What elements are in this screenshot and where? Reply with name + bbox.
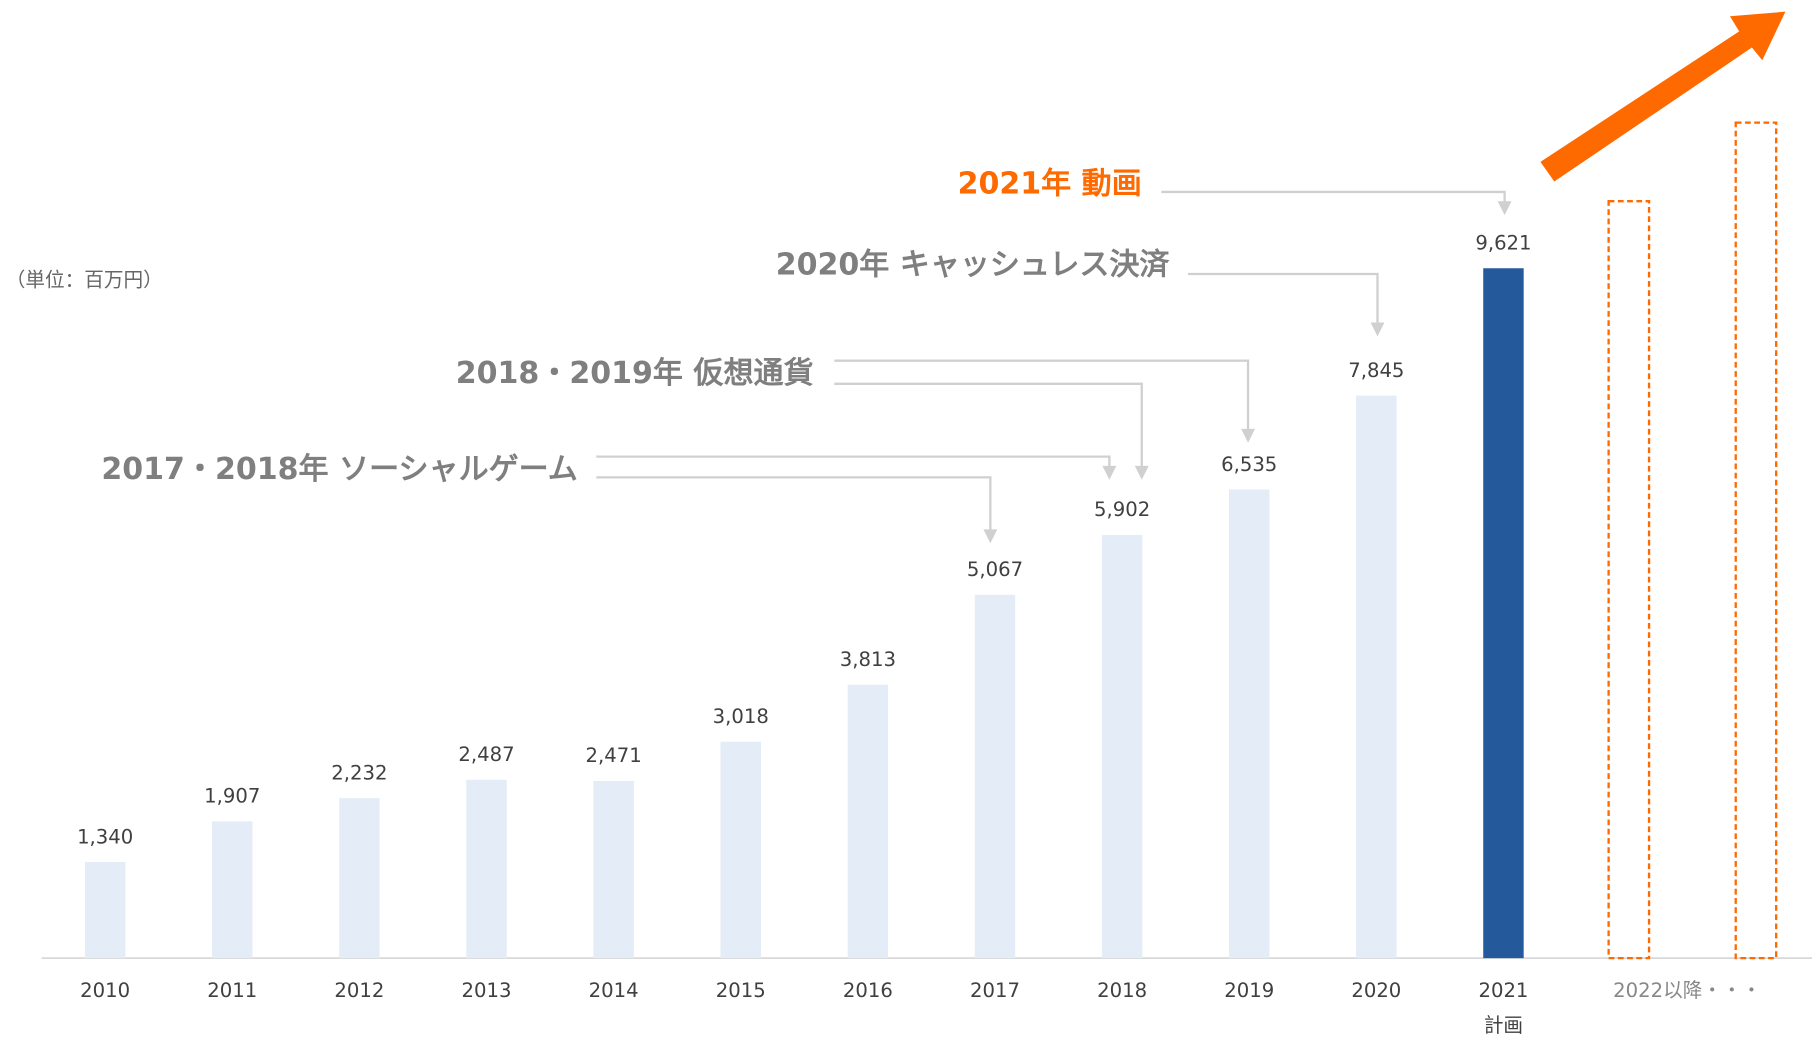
bar [974,594,1016,959]
future-bar [1734,121,1778,960]
x-tick-label: 2019 [1224,979,1274,1002]
bar [466,779,507,959]
x-tick-label: 2021 [1478,979,1528,1002]
value-label: 2,487 [458,743,514,766]
bar [720,741,761,959]
value-label: 5,902 [1094,498,1150,521]
x-tick-label: 2016 [843,979,893,1002]
bar [84,862,126,959]
value-label: 9,621 [1475,231,1531,254]
annotation: 2021年 動画 [958,167,1142,202]
bar [339,798,380,959]
value-label: 3,813 [840,648,896,671]
value-label: 1,340 [77,825,133,848]
value-label: 7,845 [1348,359,1404,382]
value-label: 3,018 [713,705,769,728]
unit-label: （単位：百万円） [6,268,163,291]
annotation: 2020年 キャッシュレス決済 [776,247,1171,282]
x-tick-label: 2017 [970,979,1020,1002]
value-label: 5,067 [967,558,1023,581]
x-tick-label: 2013 [462,979,512,1002]
x-tick-sublabel: 計画 [1484,1014,1523,1037]
future-bar [1607,200,1651,960]
bar [1483,268,1524,959]
bar [847,684,889,959]
x-tick-label: 2020 [1351,979,1401,1002]
growth-arrow [1540,11,1786,182]
x-tick-label: 2018 [1097,979,1147,1002]
x-tick-label: 2010 [80,979,130,1002]
bar [1101,534,1143,959]
value-label: 6,535 [1221,453,1277,476]
x-tick-label: 2011 [207,979,257,1002]
x-tick-label: 2015 [716,979,766,1002]
x-tick-label: 2014 [589,979,639,1002]
value-label: 1,907 [204,785,260,808]
x-tick-label: 2022以降・・・ [1613,979,1761,1002]
annotation: 2018・2019年 仮想通貨 [456,356,814,391]
annotation: 2017・2018年 ソーシャルゲーム [101,452,577,487]
value-label: 2,232 [331,761,387,784]
bar [1356,395,1397,959]
bar [593,780,634,959]
connectors [596,190,1512,544]
value-label: 2,471 [586,744,642,767]
x-tick-label: 2012 [334,979,384,1002]
bar [1228,489,1270,959]
bar [212,821,253,959]
